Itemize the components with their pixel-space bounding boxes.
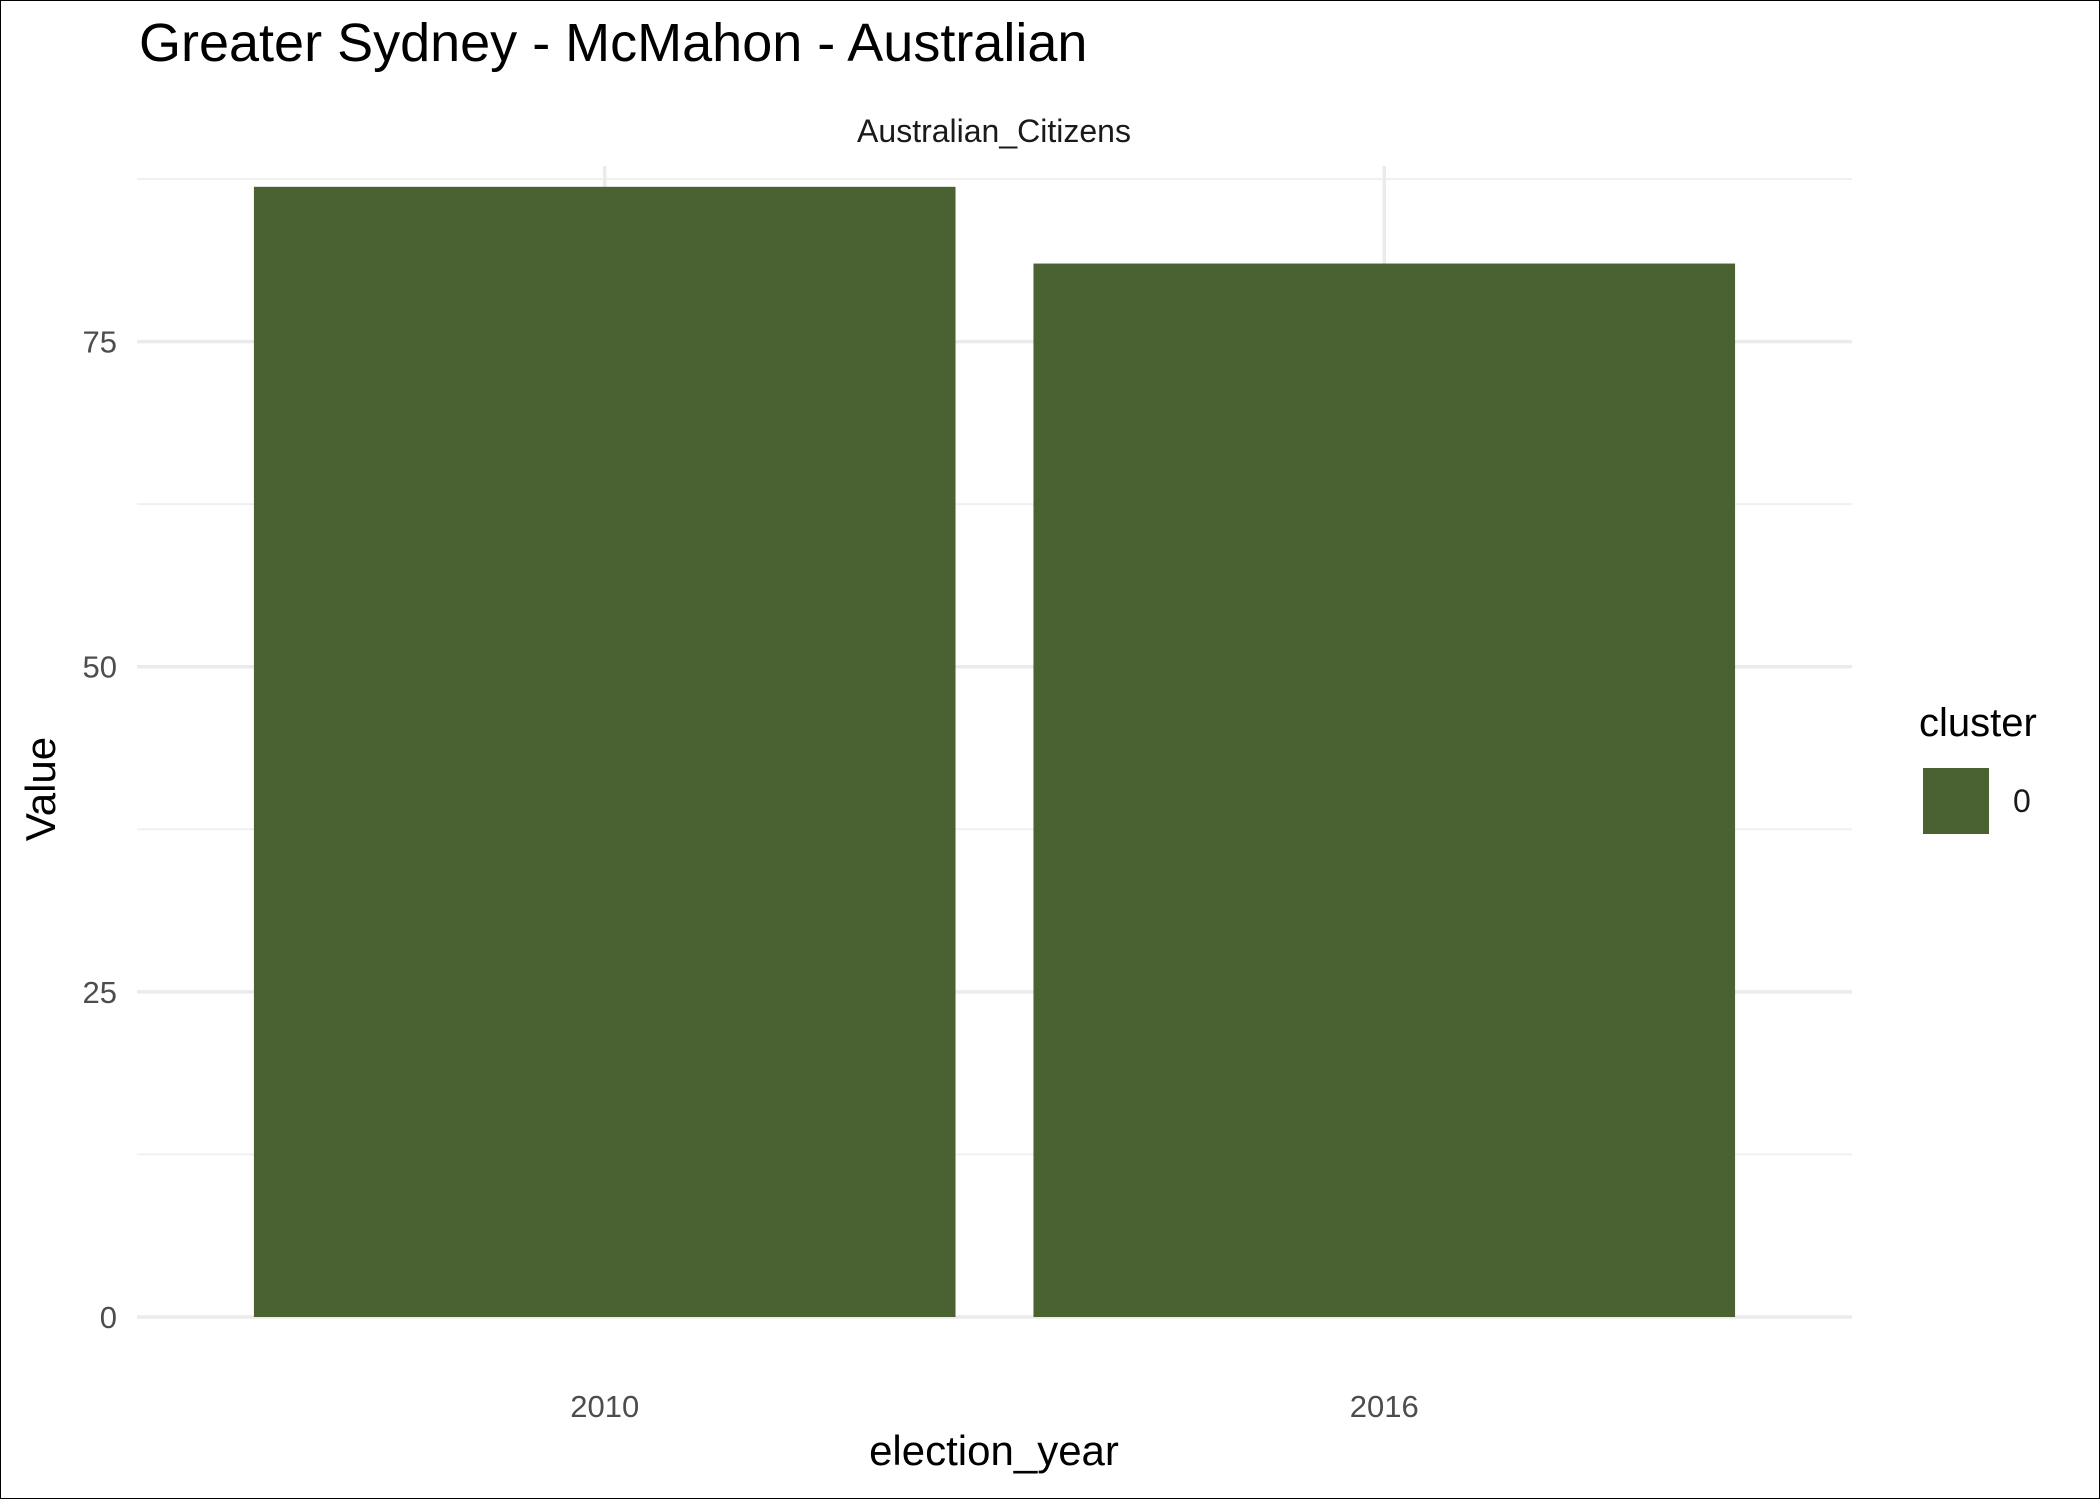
y-tick-label: 0: [100, 1300, 117, 1335]
bars: [253, 186, 1736, 1317]
x-axis-ticks: 2010 2016: [570, 1389, 1419, 1424]
x-tick-label: 2016: [1350, 1389, 1419, 1424]
y-axis-label: Value: [17, 737, 64, 841]
chart-title: Greater Sydney - McMahon - Australian: [139, 13, 1087, 73]
facet-strip-label: Australian_Citizens: [857, 113, 1131, 149]
bar-2010: [253, 186, 956, 1317]
legend: cluster 0: [1919, 701, 2037, 834]
y-tick-label: 25: [83, 975, 117, 1010]
y-tick-label: 50: [83, 650, 117, 685]
legend-title: cluster: [1919, 701, 2037, 745]
y-tick-label: 75: [83, 325, 117, 360]
legend-key-swatch: [1923, 768, 1989, 834]
bar-2016: [1033, 263, 1736, 1317]
y-axis-ticks: 0 25 50 75: [83, 325, 117, 1335]
x-tick-label: 2010: [570, 1389, 639, 1424]
x-axis-label: election_year: [869, 1427, 1119, 1474]
legend-label: 0: [2013, 783, 2031, 819]
